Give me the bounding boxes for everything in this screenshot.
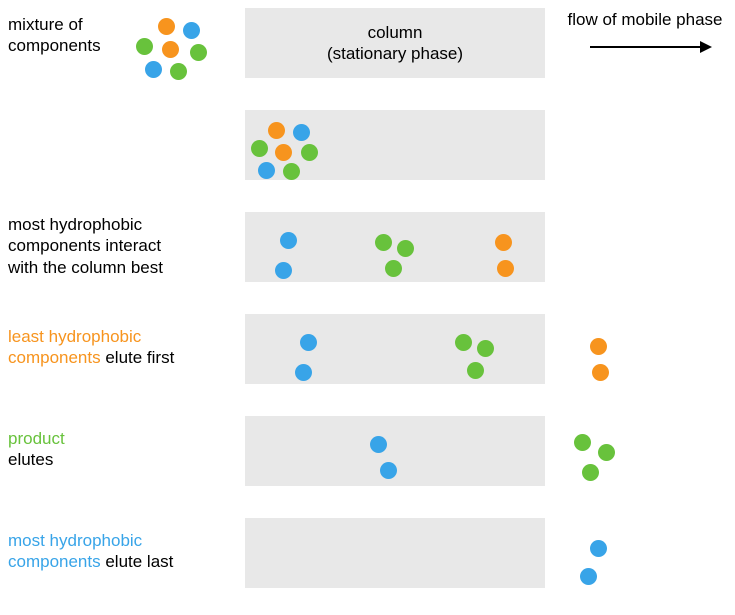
green-dot [574, 434, 591, 451]
green-dot [598, 444, 615, 461]
orange-dot [495, 234, 512, 251]
stage-label: product elutes [8, 428, 228, 471]
stage-label: least hydrophobic components elute first [8, 326, 228, 369]
label-text: least hydrophobic [8, 327, 141, 346]
stage-5: most hydrophobic components elute last [0, 518, 735, 588]
column-header: column(stationary phase) [245, 22, 545, 65]
column [245, 212, 545, 282]
green-dot [301, 144, 318, 161]
flow-arrow-icon [590, 36, 700, 58]
blue-dot [145, 61, 162, 78]
stage-1 [0, 110, 735, 180]
stage-2: most hydrophobic components interact with … [0, 212, 735, 282]
label-text: components [8, 348, 101, 367]
blue-dot [295, 364, 312, 381]
blue-dot [258, 162, 275, 179]
label-text: product [8, 429, 65, 448]
label-text: elute first [101, 348, 175, 367]
label-text: most hydrophobic [8, 531, 142, 550]
blue-dot [380, 462, 397, 479]
label-text: components [8, 552, 101, 571]
label-text: elute last [101, 552, 174, 571]
blue-dot [300, 334, 317, 351]
column-header-line2: (stationary phase) [245, 43, 545, 64]
orange-dot [162, 41, 179, 58]
column: column(stationary phase) [245, 8, 545, 78]
green-dot [190, 44, 207, 61]
blue-dot [275, 262, 292, 279]
label-text: mixture of [8, 15, 83, 34]
orange-dot [158, 18, 175, 35]
column [245, 416, 545, 486]
green-dot [477, 340, 494, 357]
blue-dot [370, 436, 387, 453]
column-header-line1: column [245, 22, 545, 43]
flow-label: flow of mobile phase [560, 10, 730, 30]
label-text: elutes [8, 450, 53, 469]
blue-dot [183, 22, 200, 39]
label-text: components [8, 36, 101, 55]
stage-label: most hydrophobic components interact with … [8, 214, 228, 278]
column [245, 314, 545, 384]
orange-dot [268, 122, 285, 139]
green-dot [385, 260, 402, 277]
blue-dot [580, 568, 597, 585]
stage-4: product elutes [0, 416, 735, 486]
blue-dot [590, 540, 607, 557]
label-text: components interact [8, 236, 161, 255]
stage-3: least hydrophobic components elute first [0, 314, 735, 384]
blue-dot [293, 124, 310, 141]
column [245, 518, 545, 588]
label-text: with the column best [8, 258, 163, 277]
green-dot [582, 464, 599, 481]
green-dot [170, 63, 187, 80]
orange-dot [497, 260, 514, 277]
green-dot [136, 38, 153, 55]
green-dot [251, 140, 268, 157]
green-dot [397, 240, 414, 257]
orange-dot [592, 364, 609, 381]
blue-dot [280, 232, 297, 249]
stage-label: most hydrophobic components elute last [8, 530, 228, 573]
column [245, 110, 545, 180]
green-dot [283, 163, 300, 180]
label-text: most hydrophobic [8, 215, 142, 234]
orange-dot [590, 338, 607, 355]
green-dot [467, 362, 484, 379]
green-dot [375, 234, 392, 251]
green-dot [455, 334, 472, 351]
orange-dot [275, 144, 292, 161]
